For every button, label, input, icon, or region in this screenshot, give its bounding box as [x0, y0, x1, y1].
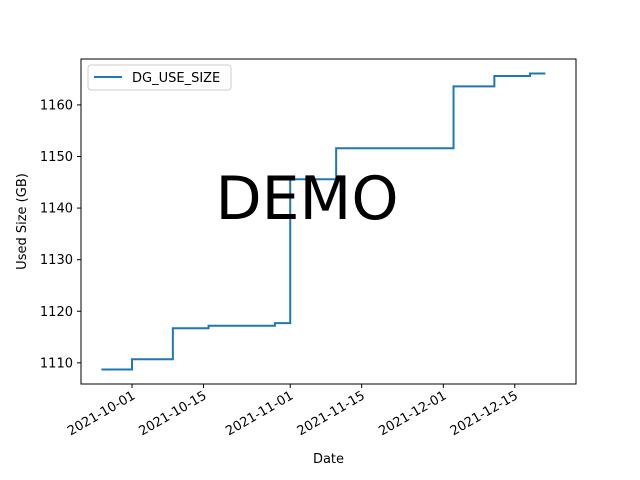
legend-box [87, 64, 232, 91]
series-line-dg-use-size [101, 72, 546, 371]
x-tick-label: 2021-11-01 [223, 388, 296, 439]
plot-frame [80, 58, 577, 385]
y-tick-label: 1110 [40, 356, 73, 371]
x-tick-label: 2021-11-15 [295, 388, 368, 439]
y-tick-label: 1140 [40, 202, 73, 217]
y-tick-label: 1150 [40, 150, 73, 165]
x-tick-label: 2021-12-01 [376, 388, 449, 439]
x-tick-label: 2021-10-01 [65, 388, 138, 439]
y-tick-label: 1160 [40, 98, 73, 113]
y-axis-label: Used Size (GB) [15, 173, 30, 270]
y-tick-label: 1130 [40, 253, 73, 268]
x-tick-label: 2021-10-15 [137, 388, 210, 439]
watermark: DEMO [215, 164, 398, 234]
x-tick-label: 2021-12-15 [448, 388, 521, 439]
plot-area [81, 59, 576, 384]
x-axis-label: Date [313, 452, 344, 467]
legend: DG_USE_SIZE [87, 64, 232, 91]
legend-label: DG_USE_SIZE [132, 71, 220, 86]
series-layer [101, 72, 546, 371]
y-tick-label: 1120 [40, 305, 73, 320]
